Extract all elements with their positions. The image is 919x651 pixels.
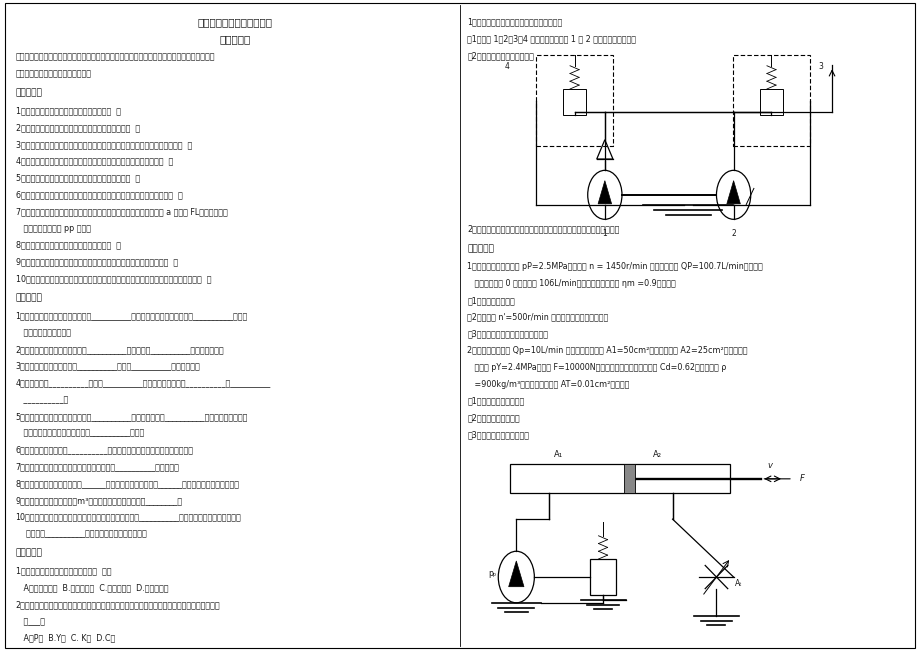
Text: 按液压气动技术考核说明要求，试题的题型包括判断题、填空题、选择题、面图分析题、计算题: 按液压气动技术考核说明要求，试题的题型包括判断题、填空题、选择题、面图分析题、计…: [16, 52, 215, 61]
Text: 7．旁路节流调速回路只有节流功率损失，而无__________功率损失。: 7．旁路节流调速回路只有节流功率损失，而无__________功率损失。: [16, 462, 179, 471]
Polygon shape: [726, 180, 740, 204]
Text: 3．与节流阀相比较，调速阀的最著特点是______。: 3．与节流阀相比较，调速阀的最著特点是______。: [16, 650, 134, 651]
Text: 五、计算题: 五、计算题: [467, 244, 494, 253]
Text: 二、填空题: 二、填空题: [16, 294, 42, 302]
Text: 综合练习题: 综合练习题: [220, 35, 250, 44]
Text: 6．在减压回路中可使用__________来防止主油路压力低于支路时油液倒流。: 6．在减压回路中可使用__________来防止主油路压力低于支路时油液倒流。: [16, 445, 193, 454]
Text: 电大液压气动技术复习提要: 电大液压气动技术复习提要: [198, 18, 272, 27]
Text: 2: 2: [731, 229, 735, 238]
Bar: [759, 89, 782, 115]
Text: 8．湿空气是干空气和水蒸气的混合气体。（  ）: 8．湿空气是干空气和水蒸气的混合气体。（ ）: [16, 240, 120, 249]
Text: A．P型  B.Y型  C. K型  D.C型: A．P型 B.Y型 C. K型 D.C型: [16, 633, 115, 643]
Bar: [732, 55, 809, 146]
Text: 2．液体流动中的压力损失可分为__________压力损失和__________压力损失两种。: 2．液体流动中的压力损失可分为__________压力损失和__________…: [16, 345, 224, 354]
Polygon shape: [508, 561, 524, 587]
Text: 1．液压执行元件的运动速度取决于__________，液压系统的压力大小取决于__________，这是: 1．液压执行元件的运动速度取决于__________，液压系统的压力大小取决于_…: [16, 311, 247, 320]
Text: __________。: __________。: [16, 395, 68, 404]
Text: （1）泵的容积效率；: （1）泵的容积效率；: [467, 296, 515, 305]
Text: （3）溢流损失和回路效率。: （3）溢流损失和回路效率。: [467, 430, 528, 439]
Text: （1）写出 1、2、3、4 元件的名称，其中 1 和 2 按流量、压力区分：: （1）写出 1、2、3、4 元件的名称，其中 1 和 2 按流量、压力区分：: [467, 35, 636, 43]
Text: 和综合题等，以下练习题可供参考：: 和综合题等，以下练习题可供参考：: [16, 69, 91, 78]
Text: 口处安装__________，进一步清除空气中的水分。: 口处安装__________，进一步清除空气中的水分。: [16, 529, 146, 538]
Text: （2）简述该油源的工作原理。: （2）简述该油源的工作原理。: [467, 51, 534, 60]
Text: 力的，通常直动式溢流阀只用于__________系统。: 力的，通常直动式溢流阀只用于__________系统。: [16, 428, 143, 437]
Text: 1．某液压泵的额定压力 pP=2.5MPa。当转速 n = 1450r/min 时，输出流量 QP=100.7L/min。当液压: 1．某液压泵的额定压力 pP=2.5MPa。当转速 n = 1450r/min …: [467, 262, 762, 271]
Text: 5．单向阀、溢流阀、节流阀都可以当背压阀使用。（  ）: 5．单向阀、溢流阀、节流阀都可以当背压阀使用。（ ）: [16, 173, 140, 182]
Text: 为___。: 为___。: [16, 616, 44, 626]
Bar: [623, 464, 634, 493]
Bar: [509, 464, 729, 493]
Text: 泵出口压力为 0 时，流量为 106L/min；液压泵的机械效率 ηm =0.9。试求：: 泵出口压力为 0 时，流量为 106L/min；液压泵的机械效率 ηm =0.9…: [467, 279, 675, 288]
Text: 2．画出直动型溢流阀和直动型减压阀的图形符号，并比较二者的区别。: 2．画出直动型溢流阀和直动型减压阀的图形符号，并比较二者的区别。: [467, 225, 619, 233]
Text: v: v: [767, 461, 772, 470]
Text: A₁: A₁: [553, 450, 562, 459]
Text: pₚ: pₚ: [487, 570, 495, 578]
Text: 6．采用调速阀的回油路节流调速回路，只有节流损失，没有溢流损失。（  ）: 6．采用调速阀的回油路节流调速回路，只有节流损失，没有溢流损失。（ ）: [16, 190, 182, 199]
Text: 8．在气体的各种状态变化中，______过程气体对外不作功，而______过程气体与外界无热量交换: 8．在气体的各种状态变化中，______过程气体对外不作功，而______过程气…: [16, 479, 239, 488]
Bar: [536, 55, 612, 146]
Text: （1）液压泵的工作压力；: （1）液压泵的工作压力；: [467, 396, 524, 406]
Text: 7．采用节流阀的进油路节流调速回路，其速度刚度与节流阀流通面积 a 及负载 FL的大小有关，: 7．采用节流阀的进油路节流调速回路，其速度刚度与节流阀流通面积 a 及负载 FL…: [16, 207, 227, 216]
Text: 9．绝对湿度是指单位体积（m³）的湿空气所含有水蒸气的________。: 9．绝对湿度是指单位体积（m³）的湿空气所含有水蒸气的________。: [16, 495, 183, 505]
Bar: [562, 89, 585, 115]
Text: 液压系统的工作特性。: 液压系统的工作特性。: [16, 328, 71, 337]
Text: 9．等温过程中，因气体与外界无热量交换，故气体的内能保持不变。（  ）: 9．等温过程中，因气体与外界无热量交换，故气体的内能保持不变。（ ）: [16, 257, 177, 266]
Text: F: F: [799, 475, 804, 483]
Polygon shape: [597, 180, 611, 204]
Text: =900kg/m³，节流阀开口面积 AT=0.01cm²。试求：: =900kg/m³，节流阀开口面积 AT=0.01cm²。试求：: [467, 380, 629, 389]
Text: 2．流经薄壁小孔的流量与液体的密度和黏度有关。（  ）: 2．流经薄壁小孔的流量与液体的密度和黏度有关。（ ）: [16, 123, 140, 132]
Text: （2）活塞的运动速度；: （2）活塞的运动速度；: [467, 413, 519, 422]
Text: 1．液压泵或液压马达的排量决定于（  ）。: 1．液压泵或液压马达的排量决定于（ ）。: [16, 566, 111, 575]
Text: 2．液压泵输出流量 Qp=10L/min 液压缸无杆腔面积 A1=50cm²，有杆腔面积 A2=25cm²。溢流阀调: 2．液压泵输出流量 Qp=10L/min 液压缸无杆腔面积 A1=50cm²，有…: [467, 346, 747, 355]
Text: 3．液压缸差动连接可以提高活塞的运动速度，并可以得到很大的输出推力。（  ）: 3．液压缸差动连接可以提高活塞的运动速度，并可以得到很大的输出推力。（ ）: [16, 140, 191, 149]
Text: 一、判断题: 一、判断题: [16, 89, 42, 98]
Text: 10．气动缸的无负载工作特性要求气动缸空载时在限定压力下平稳运行无爬行现象。（  ）: 10．气动缸的无负载工作特性要求气动缸空载时在限定压力下平稳运行无爬行现象。（ …: [16, 274, 210, 283]
Text: Aₜ: Aₜ: [733, 579, 742, 588]
Text: 1．真空度的最大值不会超过一个大气压。（  ）: 1．真空度的最大值不会超过一个大气压。（ ）: [16, 106, 120, 115]
Text: （3）两种转速下液压泵的驱动功率。: （3）两种转速下液压泵的驱动功率。: [467, 329, 548, 339]
Text: A₂: A₂: [652, 450, 661, 459]
Bar: [590, 559, 615, 595]
Text: 4: 4: [504, 62, 508, 71]
Text: 3．液压泵的容积效率是该泵__________流量与__________流量的比值。: 3．液压泵的容积效率是该泵__________流量与__________流量的比…: [16, 361, 200, 370]
Text: 4．液压马达把__________转换成__________，输出的主要参数是__________和__________: 4．液压马达把__________转换成__________，输出的主要参数是_…: [16, 378, 270, 387]
Text: 2．若某三位换向阀的阀心在中间位置时，压力油与油缸两腔连通、回油封闭，则此阀的滑阀机能: 2．若某三位换向阀的阀心在中间位置时，压力油与油缸两腔连通、回油封闭，则此阀的滑…: [16, 600, 220, 609]
Text: A．流量变化；  B.压力变化；  C.转速变化；  D.结构尺寸。: A．流量变化； B.压力变化； C.转速变化； D.结构尺寸。: [16, 583, 168, 592]
Text: 定压力 pY=2.4MPa，负载 F=10000N，节流阀按薄壁孔，流量系数 Cd=0.62，油液密度 ρ: 定压力 pY=2.4MPa，负载 F=10000N，节流阀按薄壁孔，流量系数 C…: [467, 363, 726, 372]
Text: 1: 1: [602, 229, 607, 238]
Text: 10．为保证气动系统正常工作，需要在压缩机出口处安装__________以析出水蒸气，并在储气罐出: 10．为保证气动系统正常工作，需要在压缩机出口处安装__________以析出水…: [16, 512, 241, 521]
Text: 3: 3: [818, 62, 823, 71]
Text: 4．液压泵的理论流量与其结构尺寸、转速有关，与工作压力无关。（  ）: 4．液压泵的理论流量与其结构尺寸、转速有关，与工作压力无关。（ ）: [16, 157, 173, 165]
Text: 1．图示为双泵供油的油源，请回答下列问题: 1．图示为双泵供油的油源，请回答下列问题: [467, 18, 562, 27]
Text: 而与油泵出口压力 pp 无关。: 而与油泵出口压力 pp 无关。: [16, 224, 90, 232]
Text: 5．直动式溢流阀是利用阀芯上端的__________直接与下端面的__________相平衡来控制溢流压: 5．直动式溢流阀是利用阀芯上端的__________直接与下端面的_______…: [16, 412, 247, 421]
Text: （2）转速为 n'=500r/min 时，额定压力下泵的流量；: （2）转速为 n'=500r/min 时，额定压力下泵的流量；: [467, 312, 607, 322]
Text: 三、选择题: 三、选择题: [16, 549, 42, 557]
